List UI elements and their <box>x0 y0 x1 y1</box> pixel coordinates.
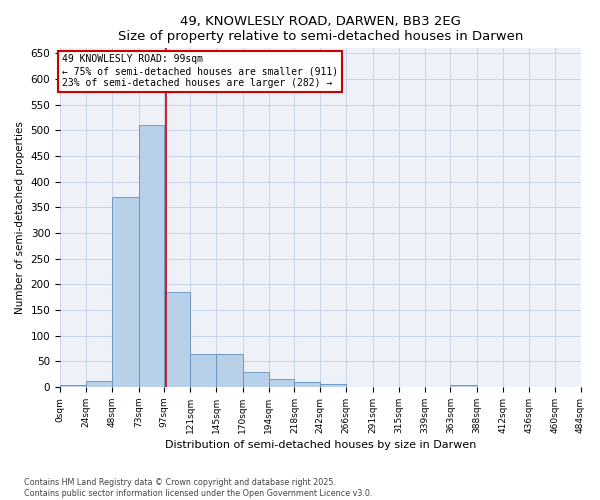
Bar <box>112 197 139 387</box>
Text: 49 KNOWLESLY ROAD: 99sqm
← 75% of semi-detached houses are smaller (911)
23% of : 49 KNOWLESLY ROAD: 99sqm ← 75% of semi-d… <box>62 54 338 88</box>
X-axis label: Distribution of semi-detached houses by size in Darwen: Distribution of semi-detached houses by … <box>164 440 476 450</box>
Bar <box>320 384 346 387</box>
Bar <box>86 381 112 387</box>
Y-axis label: Number of semi-detached properties: Number of semi-detached properties <box>15 121 25 314</box>
Text: Contains HM Land Registry data © Crown copyright and database right 2025.
Contai: Contains HM Land Registry data © Crown c… <box>24 478 373 498</box>
Bar <box>190 354 216 387</box>
Bar <box>295 382 320 387</box>
Bar <box>60 386 86 387</box>
Bar <box>164 292 190 387</box>
Bar <box>139 126 164 387</box>
Bar <box>216 354 243 387</box>
Title: 49, KNOWLESLY ROAD, DARWEN, BB3 2EG
Size of property relative to semi-detached h: 49, KNOWLESLY ROAD, DARWEN, BB3 2EG Size… <box>118 15 523 43</box>
Bar <box>451 386 477 387</box>
Bar <box>269 380 295 387</box>
Bar <box>243 372 269 387</box>
